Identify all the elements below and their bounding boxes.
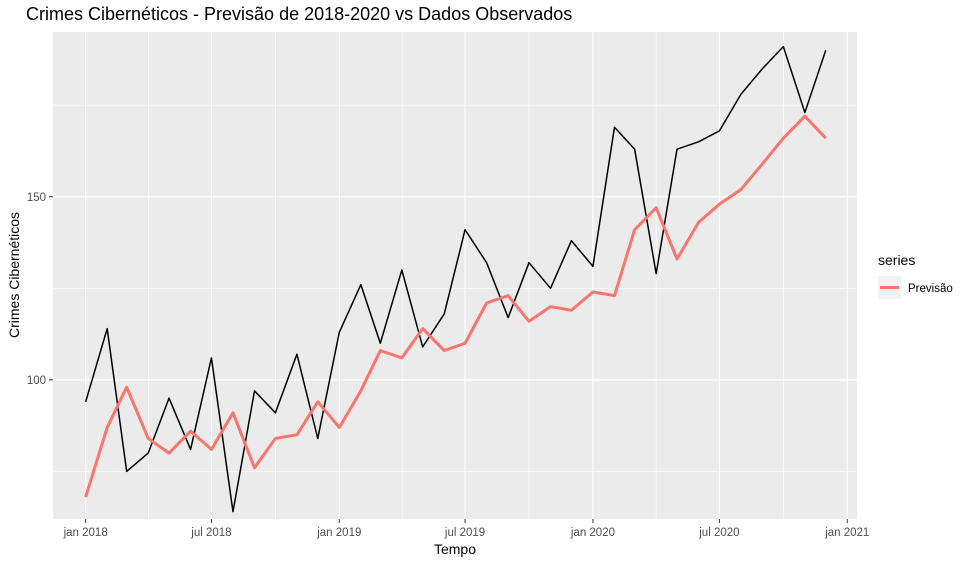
- legend-title: series: [878, 252, 915, 268]
- x-tick-label: jul 2019: [444, 527, 485, 539]
- series-line-observed: [84, 45, 827, 513]
- plot-panel: [53, 32, 857, 519]
- y-tick-label: 150: [27, 192, 46, 204]
- x-tick-label: jul 2018: [190, 527, 231, 539]
- x-axis-title: Tempo: [434, 541, 476, 557]
- x-tick-label: jan 2021: [824, 527, 869, 539]
- y-tick-label: 100: [27, 375, 46, 387]
- x-tick-label: jan 2018: [63, 527, 108, 539]
- series-line-previsao: [84, 114, 827, 498]
- series-layer: [84, 45, 827, 513]
- x-tick-label: jan 2019: [316, 527, 361, 539]
- y-axis-title: Crimes Cibernéticos: [6, 212, 22, 338]
- y-axis: 100 150: [27, 192, 53, 387]
- grid: [53, 32, 857, 519]
- chart-title: Crimes Cibernéticos - Previsão de 2018-2…: [26, 4, 572, 24]
- legend-label-previsao: Previsão: [908, 283, 953, 295]
- x-tick-label: jul 2020: [698, 527, 739, 539]
- x-axis: jan 2018 jul 2018 jan 2019 jul 2019 jan 2020…: [63, 519, 869, 539]
- legend: series Previsão: [878, 252, 953, 299]
- x-tick-label: jan 2020: [570, 527, 615, 539]
